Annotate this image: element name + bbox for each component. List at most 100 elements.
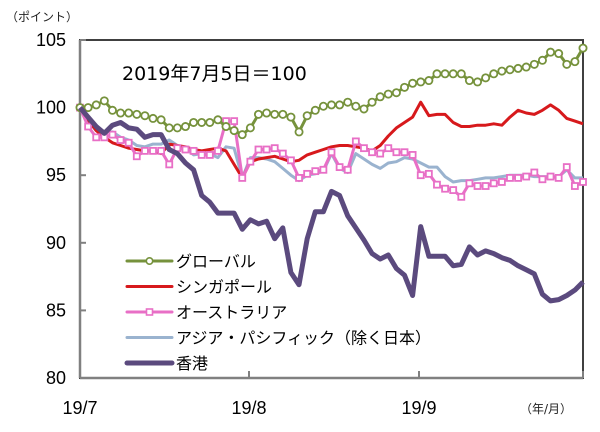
y-tick-label: 90 (46, 233, 66, 253)
data-point (132, 109, 142, 119)
data-point (83, 103, 93, 113)
data-point (424, 76, 434, 86)
data-point (189, 117, 199, 127)
data-point (432, 69, 442, 79)
data-point (416, 171, 425, 180)
data-point (376, 149, 385, 158)
data-point (141, 146, 149, 155)
data-point (360, 144, 368, 153)
data-point (448, 69, 458, 79)
series-line (78, 100, 584, 180)
data-point (505, 65, 515, 75)
legend-label: シンガポール (176, 278, 272, 297)
data-point (335, 100, 345, 110)
data-point (530, 168, 539, 177)
data-point (245, 123, 255, 133)
data-point (318, 101, 328, 111)
data-point (473, 77, 483, 87)
data-point (157, 146, 166, 155)
series-0 (75, 43, 588, 140)
data-point (391, 88, 401, 98)
y-tick-label: 100 (36, 98, 66, 118)
base-date-annotation: 2019年7月5日＝100 (122, 63, 307, 85)
legend-label: アジア・パシフィック（除く日本） (176, 329, 431, 348)
data-point (92, 133, 101, 142)
data-point (465, 179, 474, 188)
data-point (108, 130, 117, 139)
data-point (270, 109, 280, 119)
data-point (148, 113, 158, 123)
data-point (343, 165, 352, 174)
data-point (368, 148, 376, 157)
data-point (254, 145, 263, 154)
legend-item: オーストラリア (125, 303, 287, 322)
data-point (441, 184, 449, 193)
data-point (116, 108, 126, 118)
data-point (286, 112, 296, 122)
data-point (205, 117, 215, 127)
data-point (278, 109, 288, 119)
data-point (351, 137, 360, 146)
legend-item: アジア・パシフィック（除く日本） (125, 329, 431, 348)
data-point (335, 163, 344, 171)
data-point (546, 47, 556, 57)
x-ticks (248, 371, 584, 378)
data-point (554, 49, 564, 59)
y-tick-labels: 80 85 90 95 100 105 (36, 30, 66, 388)
data-point (359, 104, 369, 114)
data-point (367, 97, 377, 107)
data-point (213, 115, 223, 125)
data-point (400, 82, 410, 92)
plot-frame (79, 39, 584, 379)
legend-item: シンガポール (125, 278, 272, 297)
data-point (343, 97, 353, 107)
data-point (464, 76, 474, 86)
data-point (197, 151, 206, 159)
data-point (91, 100, 101, 110)
data-point (570, 182, 579, 190)
series-1 (78, 100, 584, 180)
data-point (473, 182, 482, 190)
data-point (165, 160, 174, 169)
data-point (506, 174, 514, 182)
data-point (295, 174, 303, 182)
x-tick-label: 19/8 (231, 398, 266, 418)
data-point (562, 59, 572, 69)
y-axis-unit-label: （ポイント） (6, 10, 78, 24)
legend-marker (145, 256, 154, 265)
data-point (172, 123, 182, 133)
data-point (457, 192, 466, 201)
data-point (229, 126, 239, 136)
legend-item: グローバル (125, 252, 256, 271)
data-point (124, 108, 134, 118)
legend-label: 香港 (176, 354, 208, 373)
data-point (221, 122, 231, 132)
data-point (107, 105, 117, 115)
data-point (149, 146, 157, 155)
x-tick-label: 19/7 (62, 398, 97, 418)
data-point (375, 92, 385, 102)
data-point (449, 186, 458, 194)
data-point (253, 109, 263, 119)
series-4 (78, 105, 585, 304)
data-point (303, 169, 312, 178)
data-point (392, 148, 401, 157)
data-point (522, 172, 531, 181)
data-point (294, 127, 304, 137)
data-point (99, 96, 109, 106)
data-point (521, 62, 531, 72)
data-point (132, 152, 141, 161)
data-point (180, 122, 190, 132)
data-point (489, 179, 498, 188)
data-point (497, 178, 506, 186)
data-point (278, 149, 287, 158)
legend-label: オーストラリア (176, 303, 287, 322)
data-point (230, 117, 239, 126)
data-point (311, 167, 320, 176)
series-layer (75, 43, 588, 304)
y-tick-label: 85 (46, 300, 66, 320)
data-point (156, 115, 166, 125)
data-point (287, 156, 295, 165)
data-point (570, 57, 580, 67)
